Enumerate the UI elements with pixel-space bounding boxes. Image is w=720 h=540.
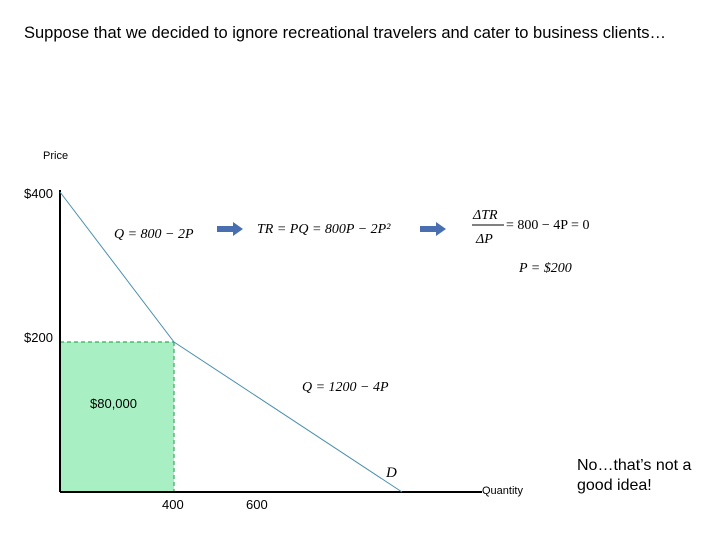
demand-curve xyxy=(59,191,403,493)
y-axis-label: Price xyxy=(43,150,68,162)
demand-equation-upper: Q = 800 − 2P xyxy=(114,227,194,242)
slide-heading: Suppose that we decided to ignore recrea… xyxy=(24,24,667,42)
mr-equation-rest: = 800 − 4P = 0 xyxy=(506,218,589,233)
mr-denominator: ΔP xyxy=(475,232,493,247)
x-axis-label: Quantity xyxy=(482,485,523,497)
y-tick-label-400: $400 xyxy=(24,186,53,201)
y-tick-label-200: $200 xyxy=(24,330,53,345)
price-solution: P = $200 xyxy=(518,261,572,276)
x-tick-label-400: 400 xyxy=(162,497,184,512)
mr-numerator: ΔTR xyxy=(472,208,498,223)
revenue-label: $80,000 xyxy=(90,396,137,411)
total-revenue-equation: TR = PQ = 800P − 2P² xyxy=(257,222,391,237)
conclusion-text: No…that’s not a good idea! xyxy=(577,457,692,494)
x-tick-label-600: 600 xyxy=(246,497,268,512)
demand-equation-lower: Q = 1200 − 4P xyxy=(302,380,389,395)
arrow-2 xyxy=(420,222,446,236)
arrow-1 xyxy=(217,222,243,236)
revenue-area xyxy=(60,342,174,492)
demand-label: D xyxy=(385,465,397,481)
